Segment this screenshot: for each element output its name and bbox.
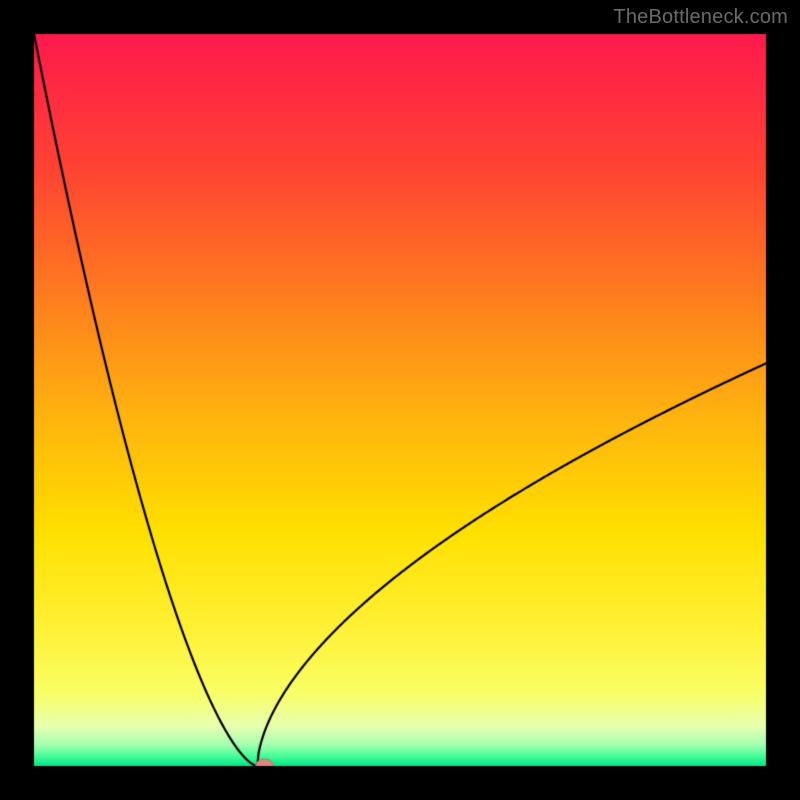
chart-container: TheBottleneck.com — [0, 0, 800, 800]
bottleneck-chart-canvas — [0, 0, 800, 800]
watermark-text: TheBottleneck.com — [613, 6, 788, 29]
